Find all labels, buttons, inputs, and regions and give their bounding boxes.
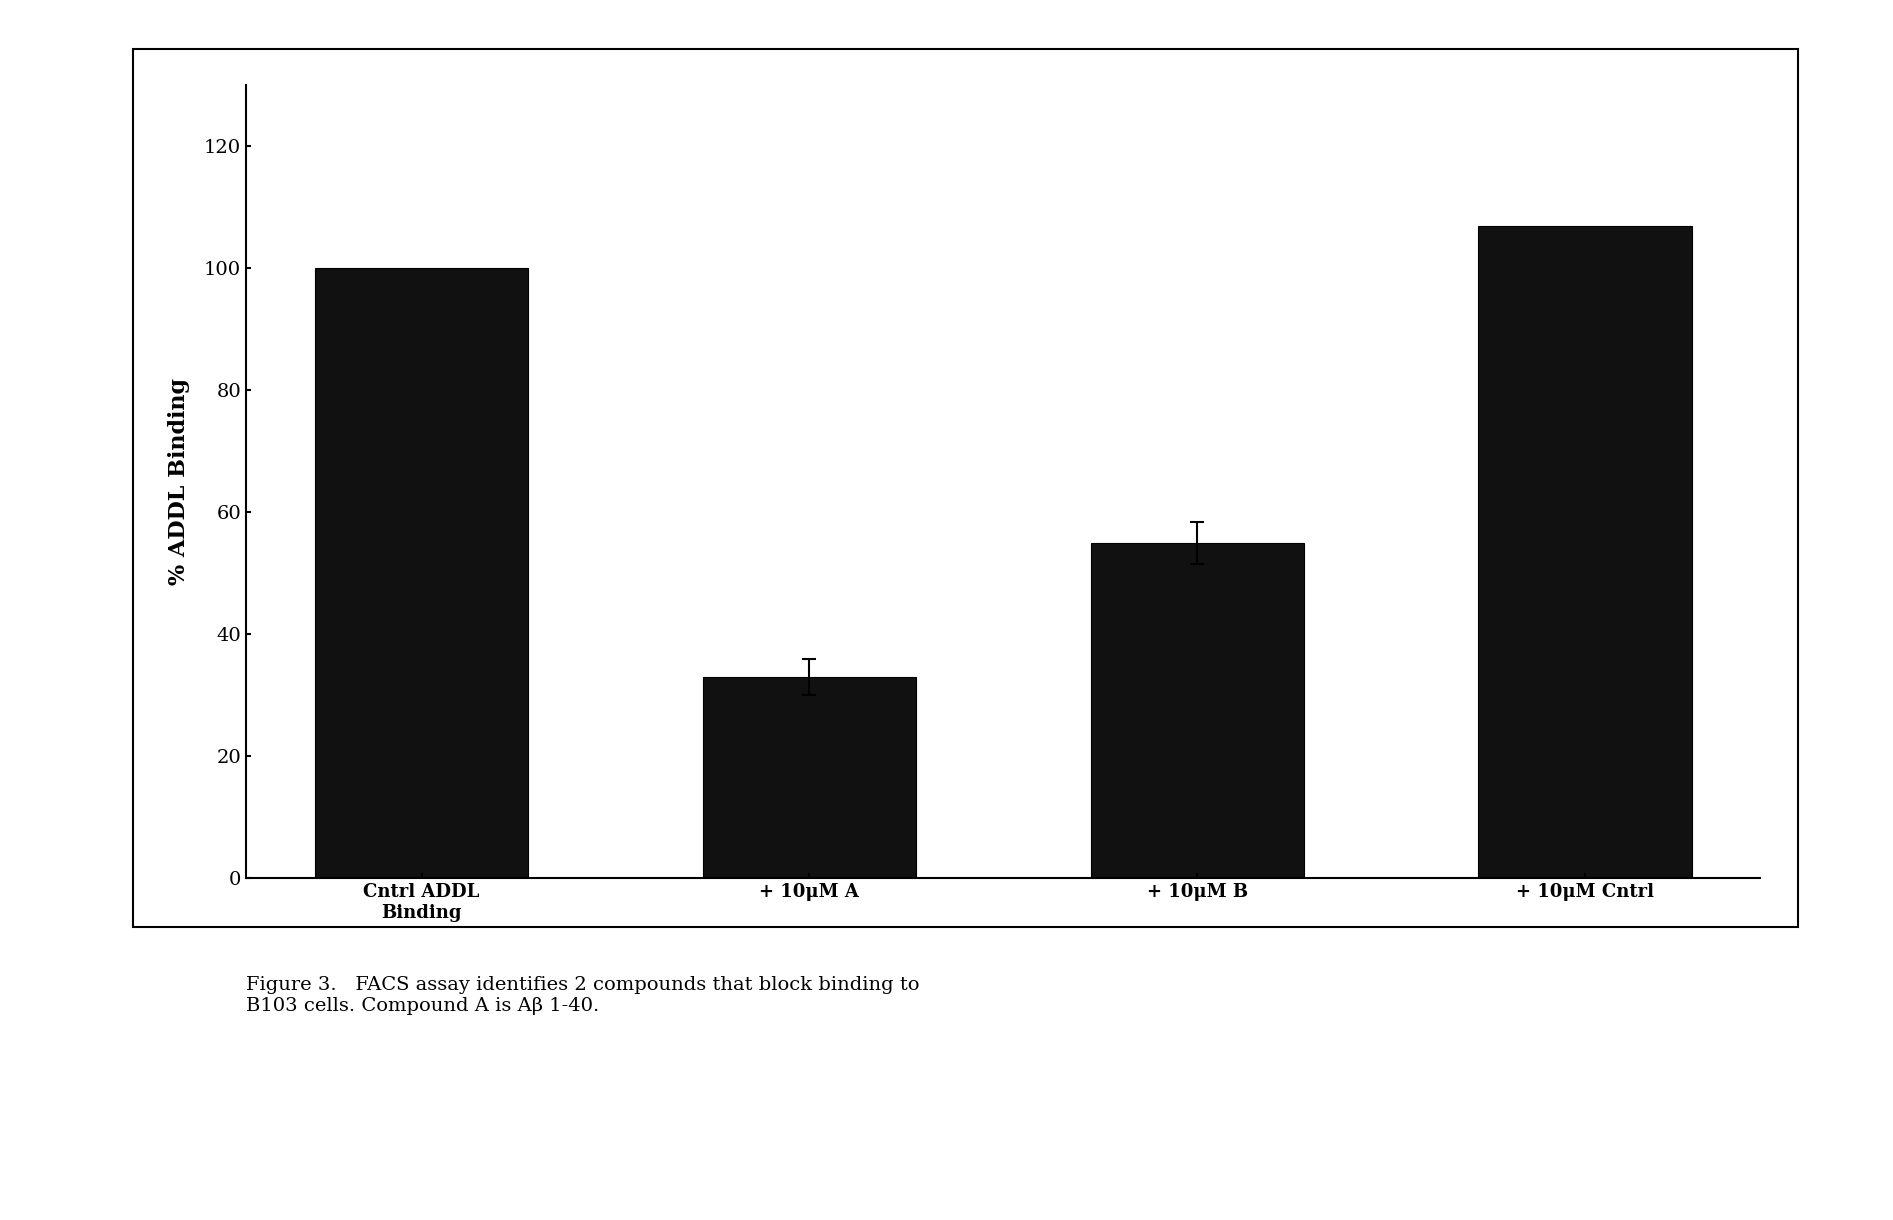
Bar <box>702 677 916 878</box>
Bar <box>1090 543 1304 878</box>
Bar <box>314 268 528 878</box>
Text: Figure 3.   FACS assay identifies 2 compounds that block binding to
B103 cells. : Figure 3. FACS assay identifies 2 compou… <box>246 976 920 1015</box>
Y-axis label: % ADDL Binding: % ADDL Binding <box>168 378 189 586</box>
Bar <box>1478 226 1692 878</box>
